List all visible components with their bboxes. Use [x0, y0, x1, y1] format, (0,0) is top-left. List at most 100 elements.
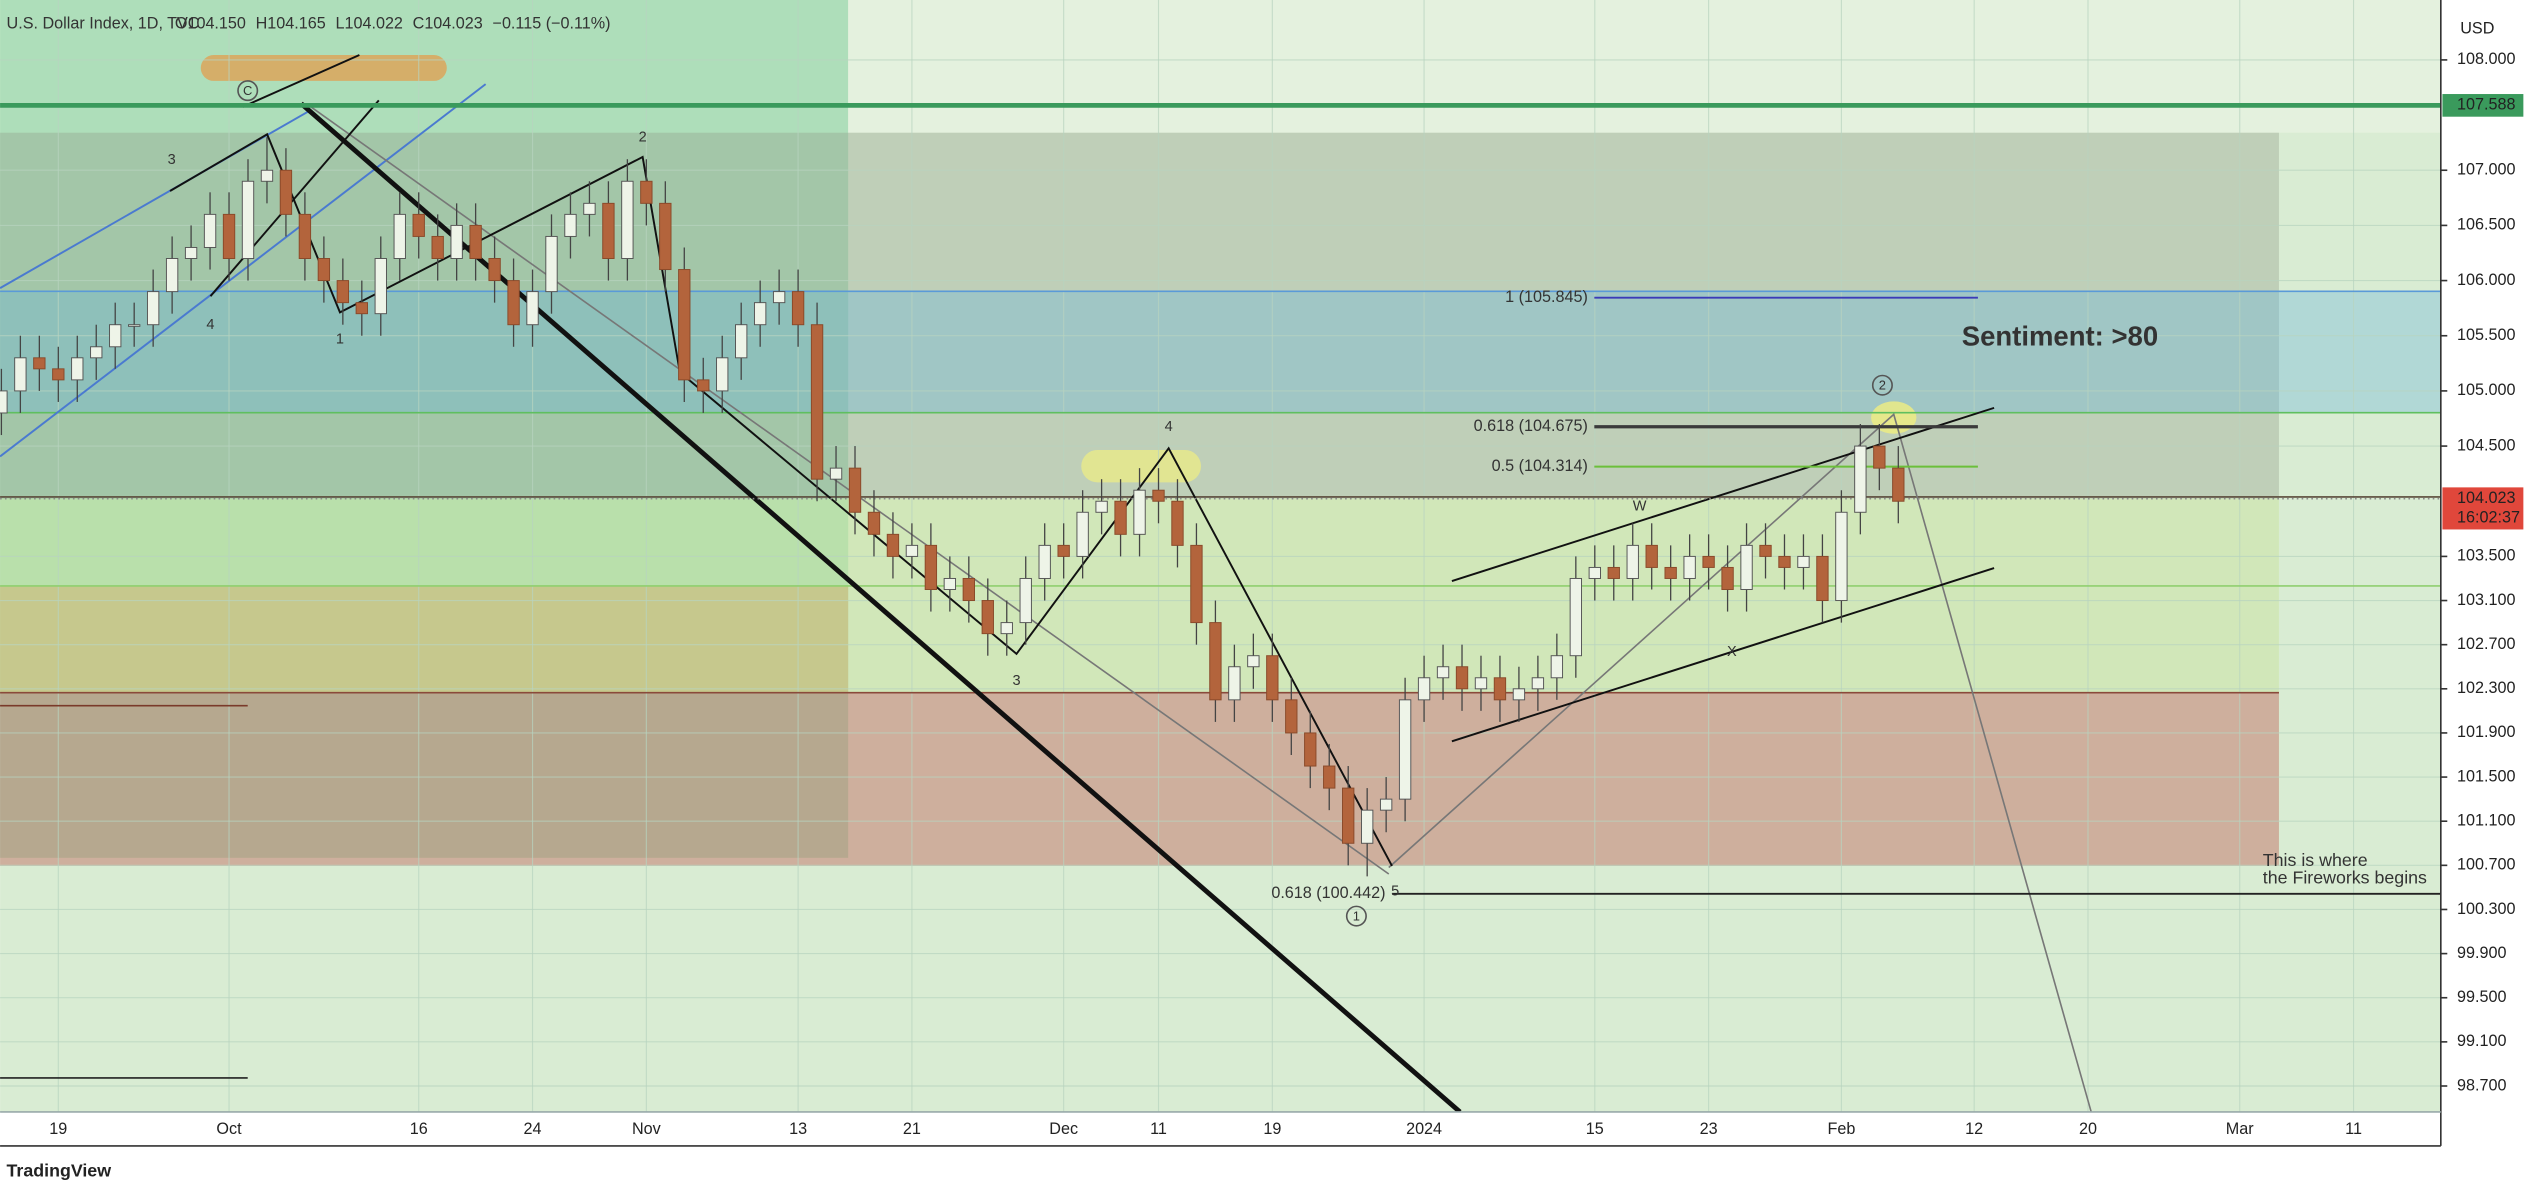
candle-body	[355, 302, 368, 315]
candle-body	[867, 511, 881, 535]
candle-body	[924, 544, 938, 590]
x-tick-label: 19	[1263, 1120, 1281, 1138]
candle-body	[260, 169, 274, 182]
zones	[0, 0, 2441, 1112]
candle-body	[33, 357, 46, 370]
x-tick-label: 21	[903, 1120, 921, 1138]
candle-body	[716, 357, 729, 392]
candle-body	[431, 235, 444, 259]
candle-body	[1266, 655, 1279, 701]
candle-body	[146, 291, 160, 326]
candle-body	[1588, 566, 1601, 579]
candle-body	[0, 390, 8, 414]
y-tick-label: 105.500	[2457, 326, 2515, 344]
zone-blue	[0, 291, 2441, 413]
candle-body	[602, 202, 615, 259]
candle-body	[1209, 622, 1222, 701]
candle-body	[450, 224, 463, 259]
wave-label: 1	[336, 332, 344, 348]
candle-body	[943, 577, 957, 590]
candle-body	[1854, 445, 1867, 513]
candle-body	[1379, 798, 1393, 811]
y-tick-label: 106.000	[2457, 271, 2515, 289]
candle-body	[14, 357, 27, 392]
candles	[0, 137, 1905, 877]
y-tick-label: 99.100	[2457, 1032, 2506, 1050]
candle-body	[1873, 445, 1886, 469]
wave-label: 3	[1012, 673, 1020, 689]
candle-body	[1398, 699, 1412, 800]
fib-label: 0.618 (100.442)	[1271, 884, 1385, 902]
candle-body	[1152, 489, 1165, 502]
zone-green	[0, 0, 849, 858]
time-axis	[0, 1111, 2441, 1188]
candle-body	[1550, 655, 1564, 679]
candle-body	[1493, 677, 1507, 701]
x-tick-label: 24	[524, 1120, 542, 1138]
candle-body	[735, 324, 748, 359]
brand: TradingView	[7, 1161, 112, 1181]
candle-body	[1417, 677, 1431, 701]
channel	[1451, 406, 1995, 582]
candle-body	[1569, 577, 1583, 657]
x-tick-label: 15	[1586, 1120, 1604, 1138]
x-tick-label: 20	[2079, 1120, 2097, 1138]
candle-body	[298, 213, 312, 259]
candle-body	[279, 169, 293, 215]
candle-body	[1285, 699, 1298, 734]
y-tick-label: 106.500	[2457, 216, 2515, 234]
candle-body	[640, 180, 653, 204]
y-tick-label: 100.700	[2457, 856, 2515, 874]
candle-body	[1436, 666, 1450, 679]
candle-body	[1474, 677, 1488, 690]
ohlc-value: O104.150	[175, 15, 246, 33]
trendline	[1388, 412, 2092, 1113]
x-tick-label: Dec	[1049, 1120, 1078, 1138]
ohlc-value: C104.023	[413, 15, 483, 33]
candle-body	[222, 213, 236, 259]
grid	[0, 0, 2441, 1112]
x-tick-label: Mar	[2226, 1120, 2254, 1138]
x-tick-label: 19	[49, 1120, 67, 1138]
candle-body	[90, 346, 103, 359]
drawings	[0, 54, 2441, 1114]
y-tick-label: 100.300	[2457, 900, 2515, 918]
candle-body	[469, 224, 482, 259]
candle-body	[109, 324, 122, 348]
candle-body	[1512, 688, 1526, 701]
zone-orange	[0, 585, 849, 693]
candle-body	[1740, 544, 1753, 590]
highlight	[200, 55, 447, 81]
chart-title: U.S. Dollar Index, 1D, TVC	[7, 15, 200, 33]
wave-label: 5	[1391, 884, 1399, 900]
currency: USD	[2460, 19, 2494, 37]
x-tick-label: 13	[789, 1120, 807, 1138]
ohlc-value: H104.165	[256, 15, 326, 33]
candle-body	[165, 258, 179, 293]
candle-body	[886, 533, 900, 557]
x-tick-label: 12	[1965, 1120, 1983, 1138]
y-tick-label: 101.100	[2457, 811, 2515, 829]
candle-body	[52, 368, 65, 381]
candle-body	[678, 269, 691, 381]
candle-body	[1645, 544, 1658, 568]
candle-body	[1228, 666, 1241, 701]
circled-label: 1	[1353, 908, 1360, 923]
candle-body	[1797, 555, 1810, 568]
x-tick-label: 16	[410, 1120, 428, 1138]
wave-label: 2	[639, 129, 647, 145]
candle-body	[583, 202, 596, 215]
candle-body	[488, 258, 501, 282]
candle-body	[1683, 555, 1696, 579]
candle-body	[393, 213, 406, 259]
candle-body	[848, 467, 862, 513]
note: This is where	[2263, 850, 2368, 870]
candle-body	[1000, 622, 1013, 635]
candle-body	[545, 235, 558, 293]
candle-body	[829, 467, 843, 480]
candle-body	[1247, 655, 1260, 668]
candle-body	[1304, 732, 1317, 767]
circled-label: 2	[1879, 377, 1886, 392]
